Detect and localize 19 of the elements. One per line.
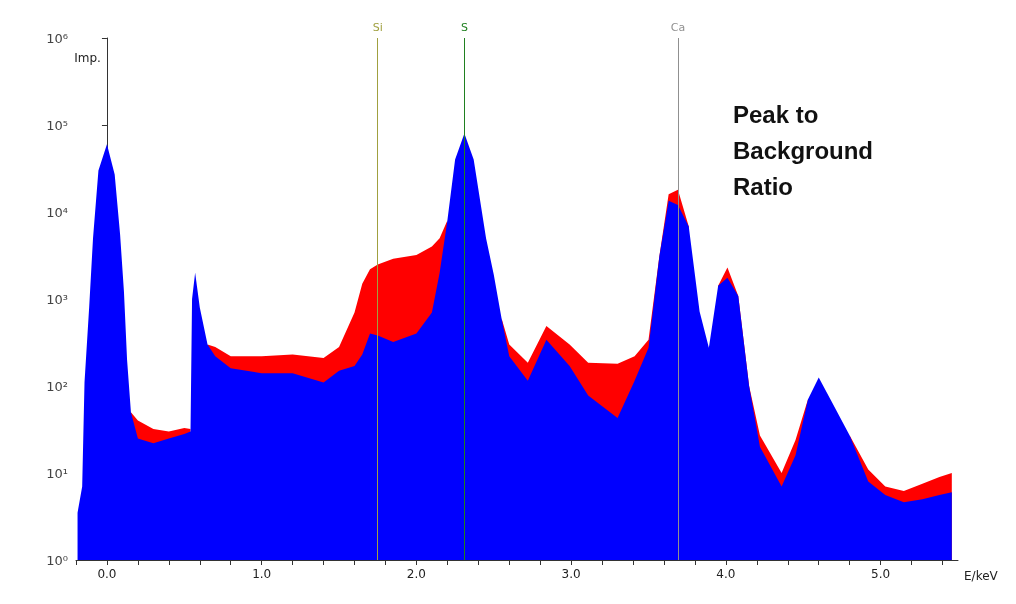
y-tick-label: 10⁵	[46, 117, 68, 133]
ref-line-label: Si	[372, 21, 383, 34]
x-tick-label: 5.0	[871, 567, 891, 581]
y-tick-label: 10⁴	[46, 204, 68, 220]
y-tick-label: 10²	[46, 378, 68, 394]
ref-line-label: S	[460, 21, 468, 34]
annotation: Peak to Background Ratio	[733, 100, 880, 200]
y-tick-label: 10¹	[46, 465, 68, 481]
x-tick-label: 1.0	[252, 567, 272, 581]
y-tick-label: 10³	[46, 291, 68, 307]
x-tick-label: 0.0	[97, 567, 117, 581]
x-tick-label: 4.0	[716, 567, 736, 581]
y-axis-title: Imp.	[74, 51, 101, 65]
x-tick-label: 3.0	[561, 567, 581, 581]
x-axis-title: E/keV	[964, 569, 999, 583]
ref-line-label: Ca	[670, 21, 686, 34]
x-tick-label: 2.0	[406, 567, 426, 581]
y-tick-label: 10⁰	[46, 552, 68, 568]
y-tick-label: 10⁶	[46, 30, 68, 46]
